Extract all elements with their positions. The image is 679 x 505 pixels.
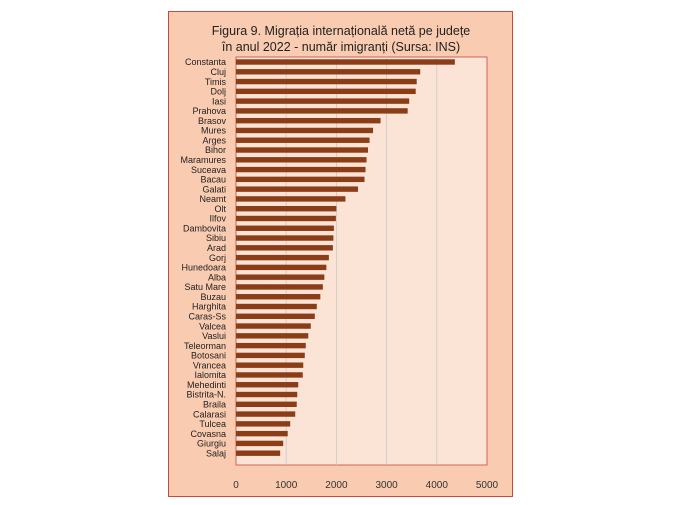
category-label-covasna: Covasna: [190, 429, 226, 439]
bar-harghita: [236, 303, 317, 310]
category-label-ialomita: Ialomita: [194, 370, 226, 380]
category-label-bihor: Bihor: [205, 145, 226, 155]
category-label-valcea: Valcea: [199, 321, 226, 331]
bar-iasi: [236, 98, 410, 104]
category-label-braila: Braila: [203, 400, 226, 410]
bar-neamt: [236, 196, 346, 202]
category-label-arad: Arad: [207, 243, 226, 253]
gridlines: [285, 57, 438, 465]
bar-alba: [236, 274, 325, 280]
bar-bihor: [236, 147, 369, 153]
category-label-giurgiu: Giurgiu: [197, 439, 226, 449]
bar-ialomita: [236, 372, 303, 378]
bar-vaslui: [236, 333, 309, 339]
category-label-mures: Mures: [201, 126, 227, 136]
category-label-bistrita-n-: Bistrita-N.: [186, 390, 226, 400]
bar-prahova: [236, 108, 408, 114]
category-label-caras-ss: Caras-Ss: [188, 311, 226, 321]
bar-timis: [236, 78, 417, 85]
category-label-tulcea: Tulcea: [199, 419, 226, 429]
category-label-teleorman: Teleorman: [184, 341, 226, 351]
category-label-bacau: Bacau: [200, 175, 226, 185]
x-tick-label-1000: 1000: [275, 480, 298, 491]
category-label-dambovita: Dambovita: [183, 223, 226, 233]
category-label-constanta: Constanta: [185, 57, 226, 67]
bar-ilfov: [236, 215, 336, 222]
category-label-cluj: Cluj: [210, 67, 226, 77]
category-label-neamt: Neamt: [199, 194, 226, 204]
category-label-sibiu: Sibiu: [206, 233, 226, 243]
category-label-gorj: Gorj: [209, 253, 226, 263]
category-label-dolj: Dolj: [210, 87, 226, 97]
bar-dolj: [236, 88, 416, 95]
bar-sibiu: [236, 235, 334, 241]
bar-giurgiu: [236, 440, 284, 447]
bar-cluj: [236, 69, 421, 75]
bar-teleorman: [236, 342, 306, 349]
bar-vrancea: [236, 362, 304, 368]
category-label-vaslui: Vaslui: [202, 331, 226, 341]
category-label-galati: Galati: [202, 184, 226, 194]
bar-brasov: [236, 117, 381, 124]
x-tick-label-4000: 4000: [426, 480, 449, 491]
category-label-ilfov: Ilfov: [209, 214, 226, 224]
bars: [236, 59, 455, 456]
bar-mures: [236, 127, 374, 134]
category-labels: ConstantaClujTimisDoljIasiPrahovaBrasovM…: [180, 57, 226, 458]
bar-bacau: [236, 176, 365, 183]
category-label-timis: Timis: [205, 77, 227, 87]
bar-braila: [236, 401, 297, 407]
category-label-botosani: Botosani: [191, 351, 226, 361]
category-label-calarasi: Calarasi: [193, 409, 226, 419]
category-label-harghita: Harghita: [192, 302, 226, 312]
category-label-vrancea: Vrancea: [193, 360, 226, 370]
bar-tulcea: [236, 421, 291, 427]
bar-arad: [236, 245, 333, 251]
bar-dambovita: [236, 225, 334, 231]
category-label-alba: Alba: [208, 272, 226, 282]
chart-title-line-2: în anul 2022 - număr imigranți (Sursa: I…: [221, 40, 460, 54]
bar-caras-ss: [236, 313, 315, 319]
bar-hunedoara: [236, 264, 327, 271]
category-label-arges: Arges: [202, 135, 226, 145]
bar-satu-mare: [236, 284, 323, 290]
bar-gorj: [236, 254, 329, 261]
x-tick-labels: 0 1000 2000 3000 4000 5000: [233, 480, 498, 491]
bar-galati: [236, 186, 358, 192]
category-label-prahova: Prahova: [192, 106, 226, 116]
bar-valcea: [236, 323, 311, 329]
x-tick-label-2000: 2000: [325, 480, 348, 491]
bar-mehedinti: [236, 382, 299, 388]
category-label-suceava: Suceava: [191, 165, 226, 175]
category-label-salaj: Salaj: [206, 448, 226, 458]
category-label-brasov: Brasov: [198, 116, 227, 126]
bar-bistrita-n-: [236, 391, 298, 398]
bar-suceava: [236, 166, 366, 173]
bar-olt: [236, 206, 337, 212]
bar-constanta: [236, 59, 455, 65]
bar-covasna: [236, 430, 288, 437]
category-label-satu-mare: Satu Mare: [184, 282, 226, 292]
bar-salaj: [236, 450, 281, 456]
category-label-mehedinti: Mehedinti: [187, 380, 226, 390]
category-label-iasi: Iasi: [212, 96, 226, 106]
x-tick-label-0: 0: [233, 480, 239, 491]
bar-maramures: [236, 157, 367, 163]
bar-botosani: [236, 352, 305, 359]
category-label-hunedoara: Hunedoara: [181, 263, 226, 273]
chart-title-line-1: Figura 9. Migrația internațională netă p…: [212, 24, 471, 38]
category-label-maramures: Maramures: [180, 155, 226, 165]
bar-arges: [236, 137, 370, 143]
bar-calarasi: [236, 411, 296, 417]
x-tick-label-3000: 3000: [375, 480, 398, 491]
x-tick-label-5000: 5000: [476, 480, 499, 491]
category-label-olt: Olt: [214, 204, 226, 214]
category-label-buzau: Buzau: [200, 292, 226, 302]
bar-buzau: [236, 294, 321, 300]
